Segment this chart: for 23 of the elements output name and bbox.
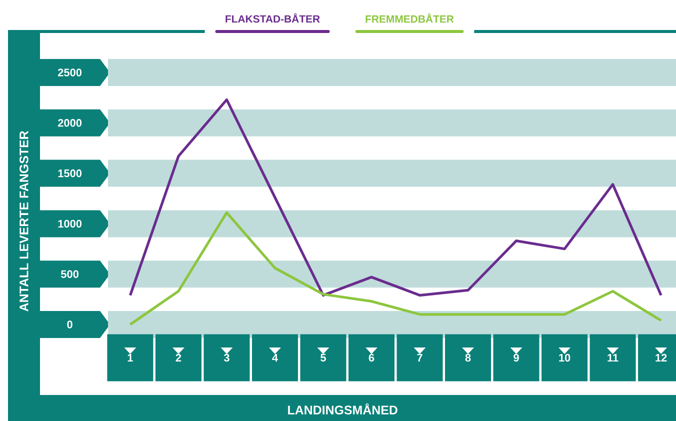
x-tick-label: 10 <box>559 354 570 362</box>
y-tick-label: 2500 <box>58 68 82 76</box>
x-tick-label: 9 <box>514 354 519 362</box>
y-tick-label: 1000 <box>58 220 82 228</box>
text: FLAKSTAD-BÅTER <box>226 13 320 23</box>
text: FREMMEDBÅTER <box>366 13 454 23</box>
y-tick-label: 1500 <box>58 169 82 178</box>
y-axis-title: ANTALL LEVERTE FANGSTER <box>20 130 28 312</box>
line-series <box>128 98 662 297</box>
x-tick-label: 5 <box>320 354 326 362</box>
y-tick-label: 2000 <box>58 119 82 127</box>
x-tick-label: 8 <box>465 354 471 362</box>
x-tick-label: 6 <box>368 354 374 362</box>
x-axis-title: LANDINGSMÅNED <box>288 403 398 414</box>
x-tick-label: 11 <box>608 354 618 362</box>
x-tick-label: 12 <box>656 354 667 362</box>
y-tick-label: 500 <box>61 270 78 278</box>
x-tick-label: 2 <box>176 354 182 362</box>
x-tick-label: 7 <box>417 354 422 362</box>
x-tick-label: 3 <box>224 354 230 362</box>
y-tick-label: 0 <box>67 320 72 328</box>
x-tick-label: 1 <box>128 354 133 362</box>
x-tick-label: 4 <box>272 354 278 362</box>
